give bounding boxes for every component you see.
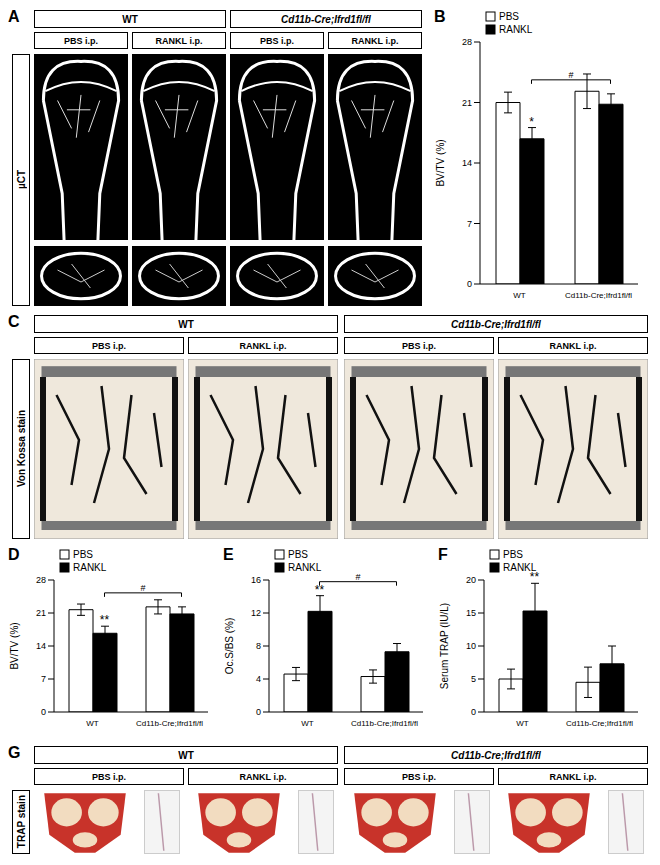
html-text:WT: WT	[178, 749, 194, 761]
svg-text:21: 21	[462, 98, 472, 108]
html-text:C: C	[8, 313, 20, 330]
svg-text:#: #	[355, 572, 360, 582]
svg-text:PBS: PBS	[288, 549, 308, 560]
html-text:Cd11b-Cre;Ifrd1fl/fl: Cd11b-Cre;Ifrd1fl/fl	[451, 318, 541, 330]
svg-text:7: 7	[41, 674, 46, 684]
svg-text:**: **	[530, 570, 540, 584]
svg-text:0: 0	[471, 707, 476, 717]
svg-text:*: *	[529, 115, 534, 129]
svg-text:20: 20	[466, 575, 476, 585]
html-text:WT: WT	[178, 318, 194, 330]
html-text:RANKL i.p.: RANKL i.p.	[549, 340, 597, 351]
svg-text:15: 15	[466, 608, 476, 618]
svg-text:10: 10	[466, 641, 476, 651]
svg-text:0: 0	[41, 707, 46, 717]
svg-text:BV/TV (%): BV/TV (%)	[435, 139, 446, 186]
svg-text:4: 4	[256, 674, 261, 684]
svg-text:0: 0	[467, 279, 472, 289]
html-text:Cd11b-Cre;Ifrd1fl/fl: Cd11b-Cre;Ifrd1fl/fl	[281, 13, 371, 25]
html-text:PBS i.p.: PBS i.p.	[92, 771, 126, 782]
html-text:TRAP stain: TRAP stain	[15, 795, 27, 849]
html-text:PBS i.p.: PBS i.p.	[92, 340, 126, 351]
html-text:WT: WT	[122, 13, 138, 25]
svg-text:RANKL: RANKL	[503, 562, 537, 573]
html-text:PBS i.p.: PBS i.p.	[402, 340, 436, 351]
html-text:PBS i.p.: PBS i.p.	[402, 771, 436, 782]
svg-text:WT: WT	[86, 719, 99, 728]
svg-text:0: 0	[256, 707, 261, 717]
html-text:Von Kossa stain: Von Kossa stain	[15, 410, 27, 488]
svg-text:PBS: PBS	[73, 549, 93, 560]
html-text:D: D	[8, 546, 20, 563]
html-text:F: F	[438, 546, 448, 563]
html-text:RANKL i.p.: RANKL i.p.	[239, 771, 287, 782]
svg-text:8: 8	[256, 641, 261, 651]
html-text:RANKL i.p.: RANKL i.p.	[239, 340, 287, 351]
svg-text:12: 12	[251, 608, 261, 618]
svg-text:Cd11b-Cre;Ifrd1fl/fl: Cd11b-Cre;Ifrd1fl/fl	[136, 719, 203, 728]
svg-text:**: **	[315, 583, 325, 597]
svg-text:#: #	[568, 70, 573, 80]
svg-text:14: 14	[462, 158, 472, 168]
svg-text:RANKL: RANKL	[288, 562, 322, 573]
svg-text:Cd11b-Cre;Ifrd1fl/fl: Cd11b-Cre;Ifrd1fl/fl	[566, 719, 633, 728]
svg-text:5: 5	[471, 674, 476, 684]
svg-text:16: 16	[251, 575, 261, 585]
svg-text:21: 21	[36, 608, 46, 618]
svg-text:14: 14	[36, 641, 46, 651]
svg-text:28: 28	[36, 575, 46, 585]
html-text:RANKL i.p.: RANKL i.p.	[549, 771, 597, 782]
html-text:RANKL i.p.: RANKL i.p.	[351, 35, 399, 46]
html-text:B: B	[434, 8, 446, 25]
svg-text:Cd11b-Cre;Ifrd1fl/fl: Cd11b-Cre;Ifrd1fl/fl	[351, 719, 418, 728]
html-text:µCT: µCT	[15, 170, 27, 190]
svg-text:Cd11b-Cre;Ifrd1fl/fl: Cd11b-Cre;Ifrd1fl/fl	[565, 291, 632, 300]
svg-text:**: **	[100, 613, 110, 627]
html-text:Cd11b-Cre;Ifrd1fl/fl: Cd11b-Cre;Ifrd1fl/fl	[451, 749, 541, 761]
svg-text:#: #	[140, 583, 145, 593]
html-text:E: E	[223, 546, 234, 563]
svg-text:Oc.S/BS (%): Oc.S/BS (%)	[224, 618, 235, 675]
svg-text:RANKL: RANKL	[499, 24, 533, 35]
svg-text:RANKL: RANKL	[73, 562, 107, 573]
svg-text:PBS: PBS	[503, 549, 523, 560]
svg-text:WT: WT	[301, 719, 314, 728]
html-text:G: G	[8, 744, 21, 761]
html-text:PBS i.p.: PBS i.p.	[64, 35, 98, 46]
html-text:A: A	[8, 8, 20, 25]
svg-text:7: 7	[467, 219, 472, 229]
svg-text:WT: WT	[513, 291, 526, 300]
html-text:RANKL i.p.: RANKL i.p.	[155, 35, 203, 46]
svg-text:PBS: PBS	[499, 11, 519, 22]
svg-text:28: 28	[462, 37, 472, 47]
svg-text:Serum TRAP (IU/L): Serum TRAP (IU/L)	[439, 603, 450, 689]
html-text:PBS i.p.: PBS i.p.	[260, 35, 294, 46]
svg-text:WT: WT	[516, 719, 529, 728]
svg-text:BV/TV (%): BV/TV (%)	[9, 622, 20, 669]
